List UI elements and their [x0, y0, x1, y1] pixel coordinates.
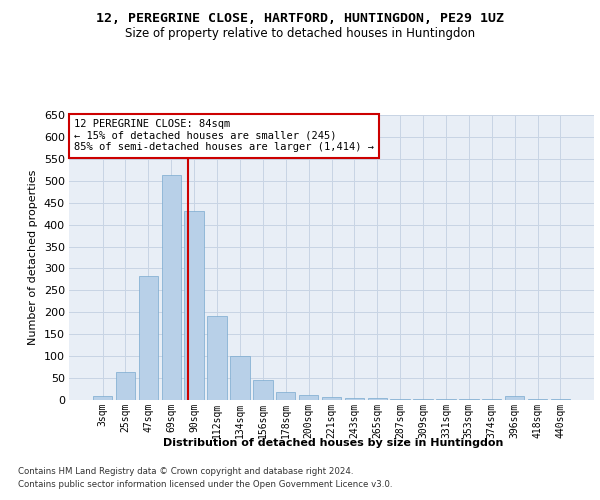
Bar: [253, 380, 272, 400]
Bar: [322, 397, 341, 400]
Bar: [208, 316, 227, 400]
Bar: [368, 398, 387, 400]
Bar: [116, 372, 135, 400]
Bar: [436, 398, 455, 400]
Bar: [230, 356, 250, 400]
Bar: [93, 396, 112, 400]
Text: Size of property relative to detached houses in Huntingdon: Size of property relative to detached ho…: [125, 28, 475, 40]
Bar: [505, 396, 524, 400]
Bar: [344, 398, 364, 400]
Bar: [551, 398, 570, 400]
Text: Contains HM Land Registry data © Crown copyright and database right 2024.: Contains HM Land Registry data © Crown c…: [18, 468, 353, 476]
Bar: [276, 392, 295, 400]
Bar: [459, 399, 479, 400]
Bar: [299, 394, 319, 400]
Text: 12 PEREGRINE CLOSE: 84sqm
← 15% of detached houses are smaller (245)
85% of semi: 12 PEREGRINE CLOSE: 84sqm ← 15% of detac…: [74, 120, 374, 152]
Bar: [139, 276, 158, 400]
Y-axis label: Number of detached properties: Number of detached properties: [28, 170, 38, 345]
Bar: [528, 398, 547, 400]
Bar: [161, 175, 181, 400]
Text: 12, PEREGRINE CLOSE, HARTFORD, HUNTINGDON, PE29 1UZ: 12, PEREGRINE CLOSE, HARTFORD, HUNTINGDO…: [96, 12, 504, 26]
Bar: [482, 399, 502, 400]
Text: Contains public sector information licensed under the Open Government Licence v3: Contains public sector information licen…: [18, 480, 392, 489]
Bar: [413, 398, 433, 400]
Bar: [184, 210, 204, 400]
Bar: [391, 398, 410, 400]
Text: Distribution of detached houses by size in Huntingdon: Distribution of detached houses by size …: [163, 438, 503, 448]
